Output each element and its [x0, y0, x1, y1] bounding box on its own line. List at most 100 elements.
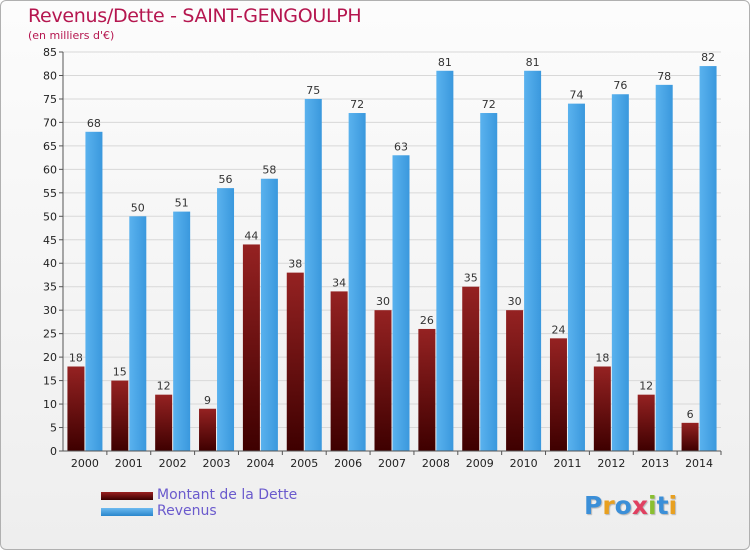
legend-label-dette: Montant de la Dette	[157, 487, 298, 503]
bar-dette	[67, 366, 85, 451]
data-label-dette: 34	[332, 276, 346, 289]
bar-revenus	[129, 216, 147, 451]
bar-revenus	[348, 113, 366, 451]
data-label-dette: 30	[508, 295, 522, 308]
x-tick-label: 2007	[378, 457, 406, 470]
bar-revenus	[611, 94, 629, 451]
y-tick-label: 80	[43, 69, 57, 82]
x-tick-label: 2002	[159, 457, 187, 470]
y-tick-label: 40	[43, 257, 57, 270]
bars	[67, 66, 717, 452]
x-tick-label: 2013	[641, 457, 669, 470]
data-label-dette: 6	[687, 408, 694, 421]
bar-revenus	[567, 103, 585, 452]
y-tick-label: 45	[43, 234, 57, 247]
y-tick-label: 55	[43, 187, 57, 200]
data-label-revenus: 72	[350, 98, 364, 111]
bar-revenus	[304, 98, 322, 452]
x-tick-label: 2006	[334, 457, 362, 470]
bar-revenus	[173, 211, 191, 451]
x-tick-label: 2011	[553, 457, 581, 470]
bar-revenus	[436, 70, 454, 451]
bar-revenus	[217, 188, 235, 452]
bar-dette	[374, 310, 392, 451]
x-tick-label: 2009	[466, 457, 494, 470]
y-tick-label: 70	[43, 116, 57, 129]
bar-revenus	[85, 131, 103, 452]
data-label-revenus: 74	[569, 89, 583, 102]
data-label-dette: 18	[595, 352, 609, 365]
y-tick-label: 5	[50, 422, 57, 435]
y-tick-label: 0	[50, 445, 57, 458]
y-tick-label: 75	[43, 93, 57, 106]
y-tick-label: 85	[43, 46, 57, 59]
bar-dette	[681, 422, 699, 451]
data-label-dette: 15	[113, 366, 127, 379]
y-tick-label: 35	[43, 281, 57, 294]
data-labels: 18 68 15 50 12 51 9 56 44 58 38 75 34 72 30 63 26 81 35 72 3…	[69, 51, 715, 421]
legend-label-revenus: Revenus	[157, 503, 217, 519]
y-tick-label: 50	[43, 210, 57, 223]
bar-dette	[330, 291, 348, 451]
legend-swatch-dette	[101, 492, 153, 500]
data-label-revenus: 81	[438, 56, 452, 69]
x-tick-label: 2008	[422, 457, 450, 470]
data-label-revenus: 82	[701, 51, 715, 64]
bar-revenus	[480, 113, 498, 451]
data-label-dette: 30	[376, 295, 390, 308]
data-label-dette: 9	[204, 394, 211, 407]
proxiti-logo: Proxiti	[584, 491, 678, 520]
x-tick-label: 2004	[246, 457, 274, 470]
data-label-revenus: 58	[262, 164, 276, 177]
x-tick-label: 2010	[510, 457, 538, 470]
y-tick-label: 65	[43, 140, 57, 153]
x-tick-label: 2000	[71, 457, 99, 470]
x-axis: 2000 2001 2002 2003 2004 2005 2006 2007 2008 2009…	[63, 450, 722, 470]
y-tick-label: 20	[43, 351, 57, 364]
bar-revenus	[392, 155, 410, 452]
x-tick-label: 2005	[290, 457, 318, 470]
bar-dette	[286, 272, 304, 451]
bar-dette	[155, 394, 173, 451]
bar-dette	[418, 328, 436, 451]
data-label-revenus: 78	[657, 70, 671, 83]
data-label-revenus: 75	[306, 84, 320, 97]
y-tick-label: 60	[43, 163, 57, 176]
data-label-revenus: 63	[394, 140, 408, 153]
bar-dette	[462, 286, 480, 451]
x-tick-label: 2003	[203, 457, 231, 470]
x-tick-label: 2001	[115, 457, 143, 470]
y-tick-label: 15	[43, 375, 57, 388]
data-label-dette: 18	[69, 352, 83, 365]
bar-dette	[111, 380, 129, 451]
data-label-dette: 12	[639, 380, 653, 393]
data-label-revenus: 50	[131, 201, 145, 214]
data-label-revenus: 76	[613, 79, 627, 92]
data-label-revenus: 68	[87, 117, 101, 130]
bar-dette	[199, 408, 217, 451]
y-axis: 0 5 10 15 20 25 30 35 40 45 50 55 60 65 70 75 80 85	[43, 46, 64, 458]
y-tick-label: 10	[43, 398, 57, 411]
legend-swatch-revenus	[101, 508, 153, 516]
x-tick-label: 2014	[685, 457, 713, 470]
bar-dette	[242, 244, 260, 451]
bar-dette	[637, 394, 655, 451]
y-tick-label: 30	[43, 304, 57, 317]
y-tick-label: 25	[43, 328, 57, 341]
bar-revenus	[699, 66, 717, 452]
data-label-revenus: 51	[175, 197, 189, 210]
chart-subtitle: (en milliers d'€)	[28, 29, 115, 42]
bar-revenus	[260, 178, 278, 451]
bar-dette	[549, 338, 567, 451]
data-label-dette: 38	[288, 258, 302, 271]
data-label-dette: 26	[420, 314, 434, 327]
bar-revenus	[524, 70, 542, 451]
bar-dette	[593, 366, 611, 451]
data-label-revenus: 72	[482, 98, 496, 111]
bar-dette	[506, 310, 524, 451]
data-label-dette: 44	[244, 229, 258, 242]
chart-title: Revenus/Dette - SAINT-GENGOULPH	[28, 5, 362, 27]
data-label-revenus: 81	[526, 56, 540, 69]
bar-revenus	[655, 84, 673, 451]
